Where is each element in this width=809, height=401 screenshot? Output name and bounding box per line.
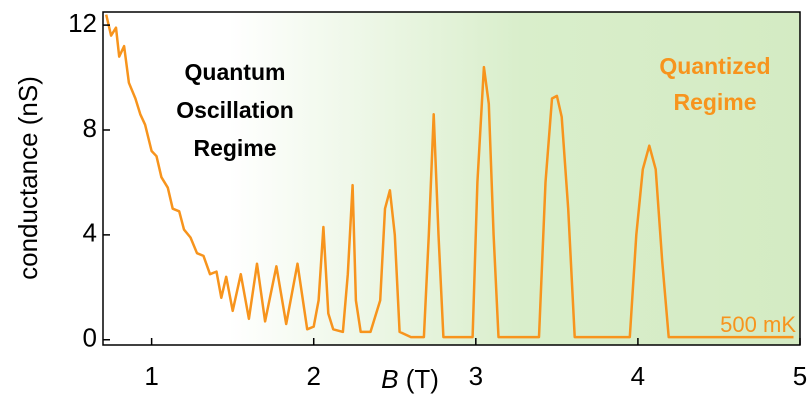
plot-area [104,14,794,339]
y-tick-label: 0 [83,323,97,353]
y-tick-label: 4 [83,218,97,248]
annotation: 500 mK [720,312,796,337]
annotation: Quantum [185,59,286,85]
x-tick-label: 2 [306,361,320,391]
x-tick-label: 3 [469,361,483,391]
y-tick-label: 8 [83,113,97,143]
annotation: Regime [673,89,756,115]
x-tick-label: 4 [631,361,645,391]
y-tick-label: 12 [68,8,97,38]
annotation: Regime [193,135,276,161]
x-axis-label: B (T) [381,364,439,394]
plot-frame [102,11,801,346]
x-tick-label: 1 [144,361,158,391]
x-tick-label: 5 [793,361,807,391]
x-axis-unit: (T) [406,364,439,394]
x-axis-symbol: B [381,364,398,394]
annotation: Oscillation [176,97,294,123]
y-axis-label: conductance (nS) [13,76,43,280]
data-line [104,14,794,339]
annotation: Quantized [659,53,770,79]
